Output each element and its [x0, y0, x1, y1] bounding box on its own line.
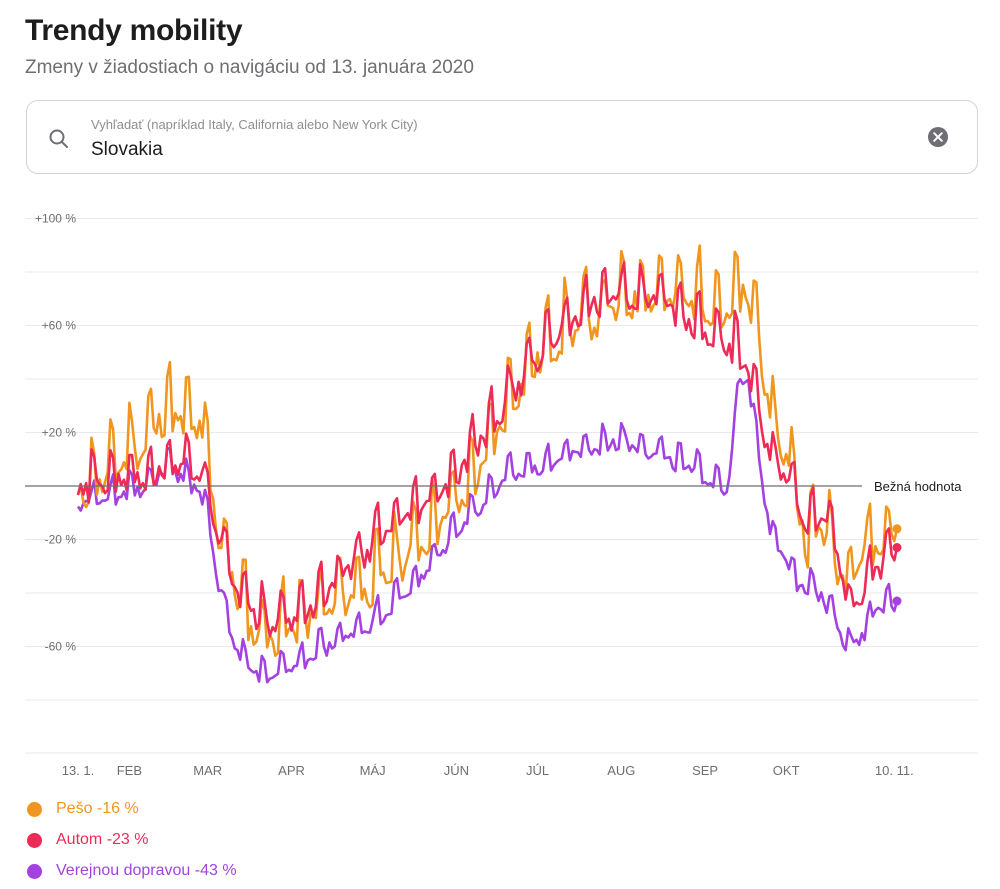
legend-item-driving[interactable]: Autom -23 %	[27, 831, 149, 849]
baseline-label: Bežná hodnota	[874, 479, 962, 494]
series-end-dot-walking	[892, 524, 902, 534]
y-tick-label: +100 %	[35, 212, 76, 226]
x-tick-label: 10. 11.	[875, 763, 914, 778]
x-tick-label: JÚL	[526, 763, 549, 778]
x-tick-label: 13. 1.	[62, 763, 95, 778]
transit-legend-dot	[27, 863, 42, 879]
search-input[interactable]	[91, 139, 791, 161]
page-title: Trendy mobility	[25, 14, 243, 47]
x-tick-label: OKT	[773, 763, 800, 778]
x-tick-label: AUG	[607, 763, 635, 778]
mobility-chart: +100 % +60 % +20 % -20 % -60 % 13. 1. FEB MAR AP…	[25, 212, 978, 778]
search-icon	[49, 129, 68, 148]
y-tick-label: +20 %	[42, 426, 77, 440]
series-end-dot-transit	[892, 596, 902, 606]
walking-legend-dot	[27, 801, 42, 817]
driving-legend-dot	[27, 832, 42, 848]
legend-item-transit[interactable]: Verejnou dopravou -43 %	[27, 862, 237, 880]
series-end-dot-driving	[892, 543, 902, 553]
x-tick-label: SEP	[692, 763, 718, 778]
series-line-walking	[76, 244, 899, 657]
page-subtitle: Zmeny v žiadostiach o navigáciu od 13. j…	[25, 57, 474, 78]
x-tick-label: JÚN	[444, 763, 469, 778]
x-tick-label: APR	[278, 763, 305, 778]
clear-icon[interactable]	[927, 126, 949, 148]
transit-legend-label: Verejnou dopravou -43 %	[56, 862, 237, 879]
walking-legend-label: Pešo -16 %	[56, 800, 139, 817]
driving-legend-label: Autom -23 %	[56, 831, 149, 848]
y-tick-label: -60 %	[45, 640, 77, 654]
y-tick-label: -20 %	[45, 533, 77, 547]
x-tick-label: FEB	[117, 763, 142, 778]
x-tick-label: MÁJ	[360, 763, 386, 778]
y-tick-label: +60 %	[42, 319, 77, 333]
series-line-transit	[76, 377, 899, 684]
series-line-driving	[76, 261, 899, 638]
search-box[interactable]	[26, 100, 978, 174]
legend-item-walking[interactable]: Pešo -16 %	[27, 800, 139, 818]
x-tick-label: MAR	[193, 763, 222, 778]
search-placeholder: Vyhľadať (napríklad Italy, California al…	[91, 117, 418, 132]
